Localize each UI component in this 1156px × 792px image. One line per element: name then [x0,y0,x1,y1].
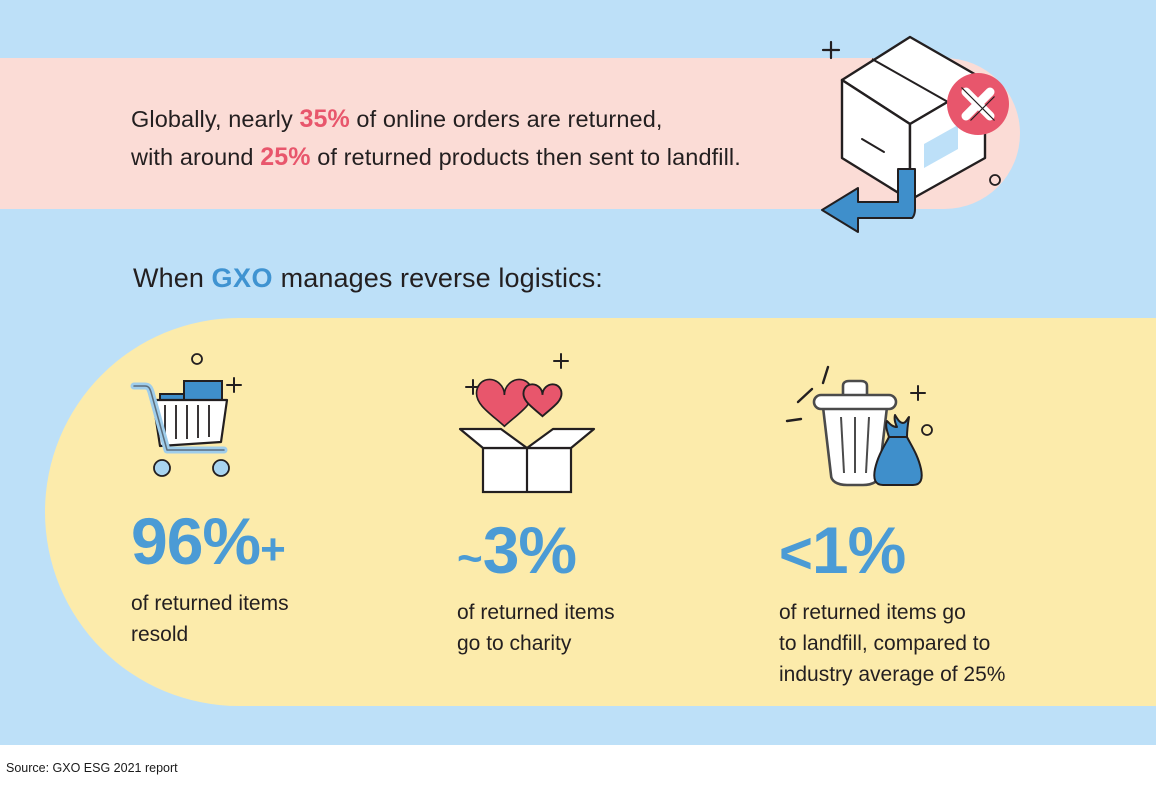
stat-value-suffix: + [260,525,286,574]
subheading: When GXO manages reverse logistics: [133,263,603,294]
source-note: Source: GXO ESG 2021 report [6,761,178,775]
headline-line2-after: of returned products then sent to landfi… [310,144,741,170]
plus-decor-icon [226,377,242,393]
stat-card-resold: 96%+ of returned items resold [130,345,441,650]
headline-line1-after: of online orders are returned, [349,106,663,132]
subheading-after: manages reverse logistics: [273,263,603,293]
stat-desc-line1: of returned items go [779,601,966,624]
headline-line2-before: with around [131,144,261,170]
stat-card-charity: ~3% of returned items go to charity [457,345,757,659]
stat-description-resold: of returned items resold [131,588,441,650]
stat-value-resold: 96%+ [131,508,441,574]
heart-icon [475,378,534,428]
box-with-hearts-icon [457,345,757,495]
plus-decor-icon [465,353,569,395]
circle-decor-icon [191,353,203,365]
plus-decor-icon [821,40,841,60]
stat-value-landfill: <1% [779,517,1079,583]
headline-stat-35: 35% [299,105,350,133]
shopping-cart-icon [130,345,441,495]
headline-line1-before: Globally, nearly [131,106,300,132]
stat-value-charity: ~3% [457,517,757,583]
stat-value-number: 1% [811,513,906,587]
brand-gxo: GXO [211,263,274,293]
headline-block: Globally, nearly 35% of online orders ar… [131,100,891,176]
headline-line-1: Globally, nearly 35% of online orders ar… [131,100,891,138]
stat-desc-line2: resold [131,623,189,646]
return-arrow-icon [821,168,916,233]
stat-description-landfill: of returned items go to landfill, compar… [779,597,1079,690]
circle-decor-icon [989,174,1001,186]
subheading-before: When [133,263,212,293]
heart-icon [522,383,563,418]
stat-value-number: 3% [482,513,577,587]
stat-value-prefix: < [779,521,813,586]
headline-stat-25: 25% [260,143,311,171]
stat-description-charity: of returned items go to charity [457,597,757,659]
stat-card-landfill: <1% of returned items go to landfill, co… [779,345,1079,690]
stat-desc-line1: of returned items [131,592,289,615]
stat-value-number: 96% [131,504,261,578]
stat-desc-line3: industry average of 25% [779,663,1006,686]
yellow-panel [45,318,1156,706]
returned-package-illustration [800,12,1040,252]
stat-desc-line2: to landfill, compared to [779,632,991,655]
plus-decor-icon [910,385,926,401]
trash-can-icon [779,345,1079,495]
stat-desc-line1: of returned items [457,601,615,624]
sparkle-lines-icon [785,365,830,423]
stat-desc-line2: go to charity [457,632,572,655]
circle-decor-icon [921,424,933,436]
headline-line-2: with around 25% of returned products the… [131,138,891,176]
close-x-badge-icon [947,73,1009,135]
stat-value-prefix: ~ [457,534,483,583]
